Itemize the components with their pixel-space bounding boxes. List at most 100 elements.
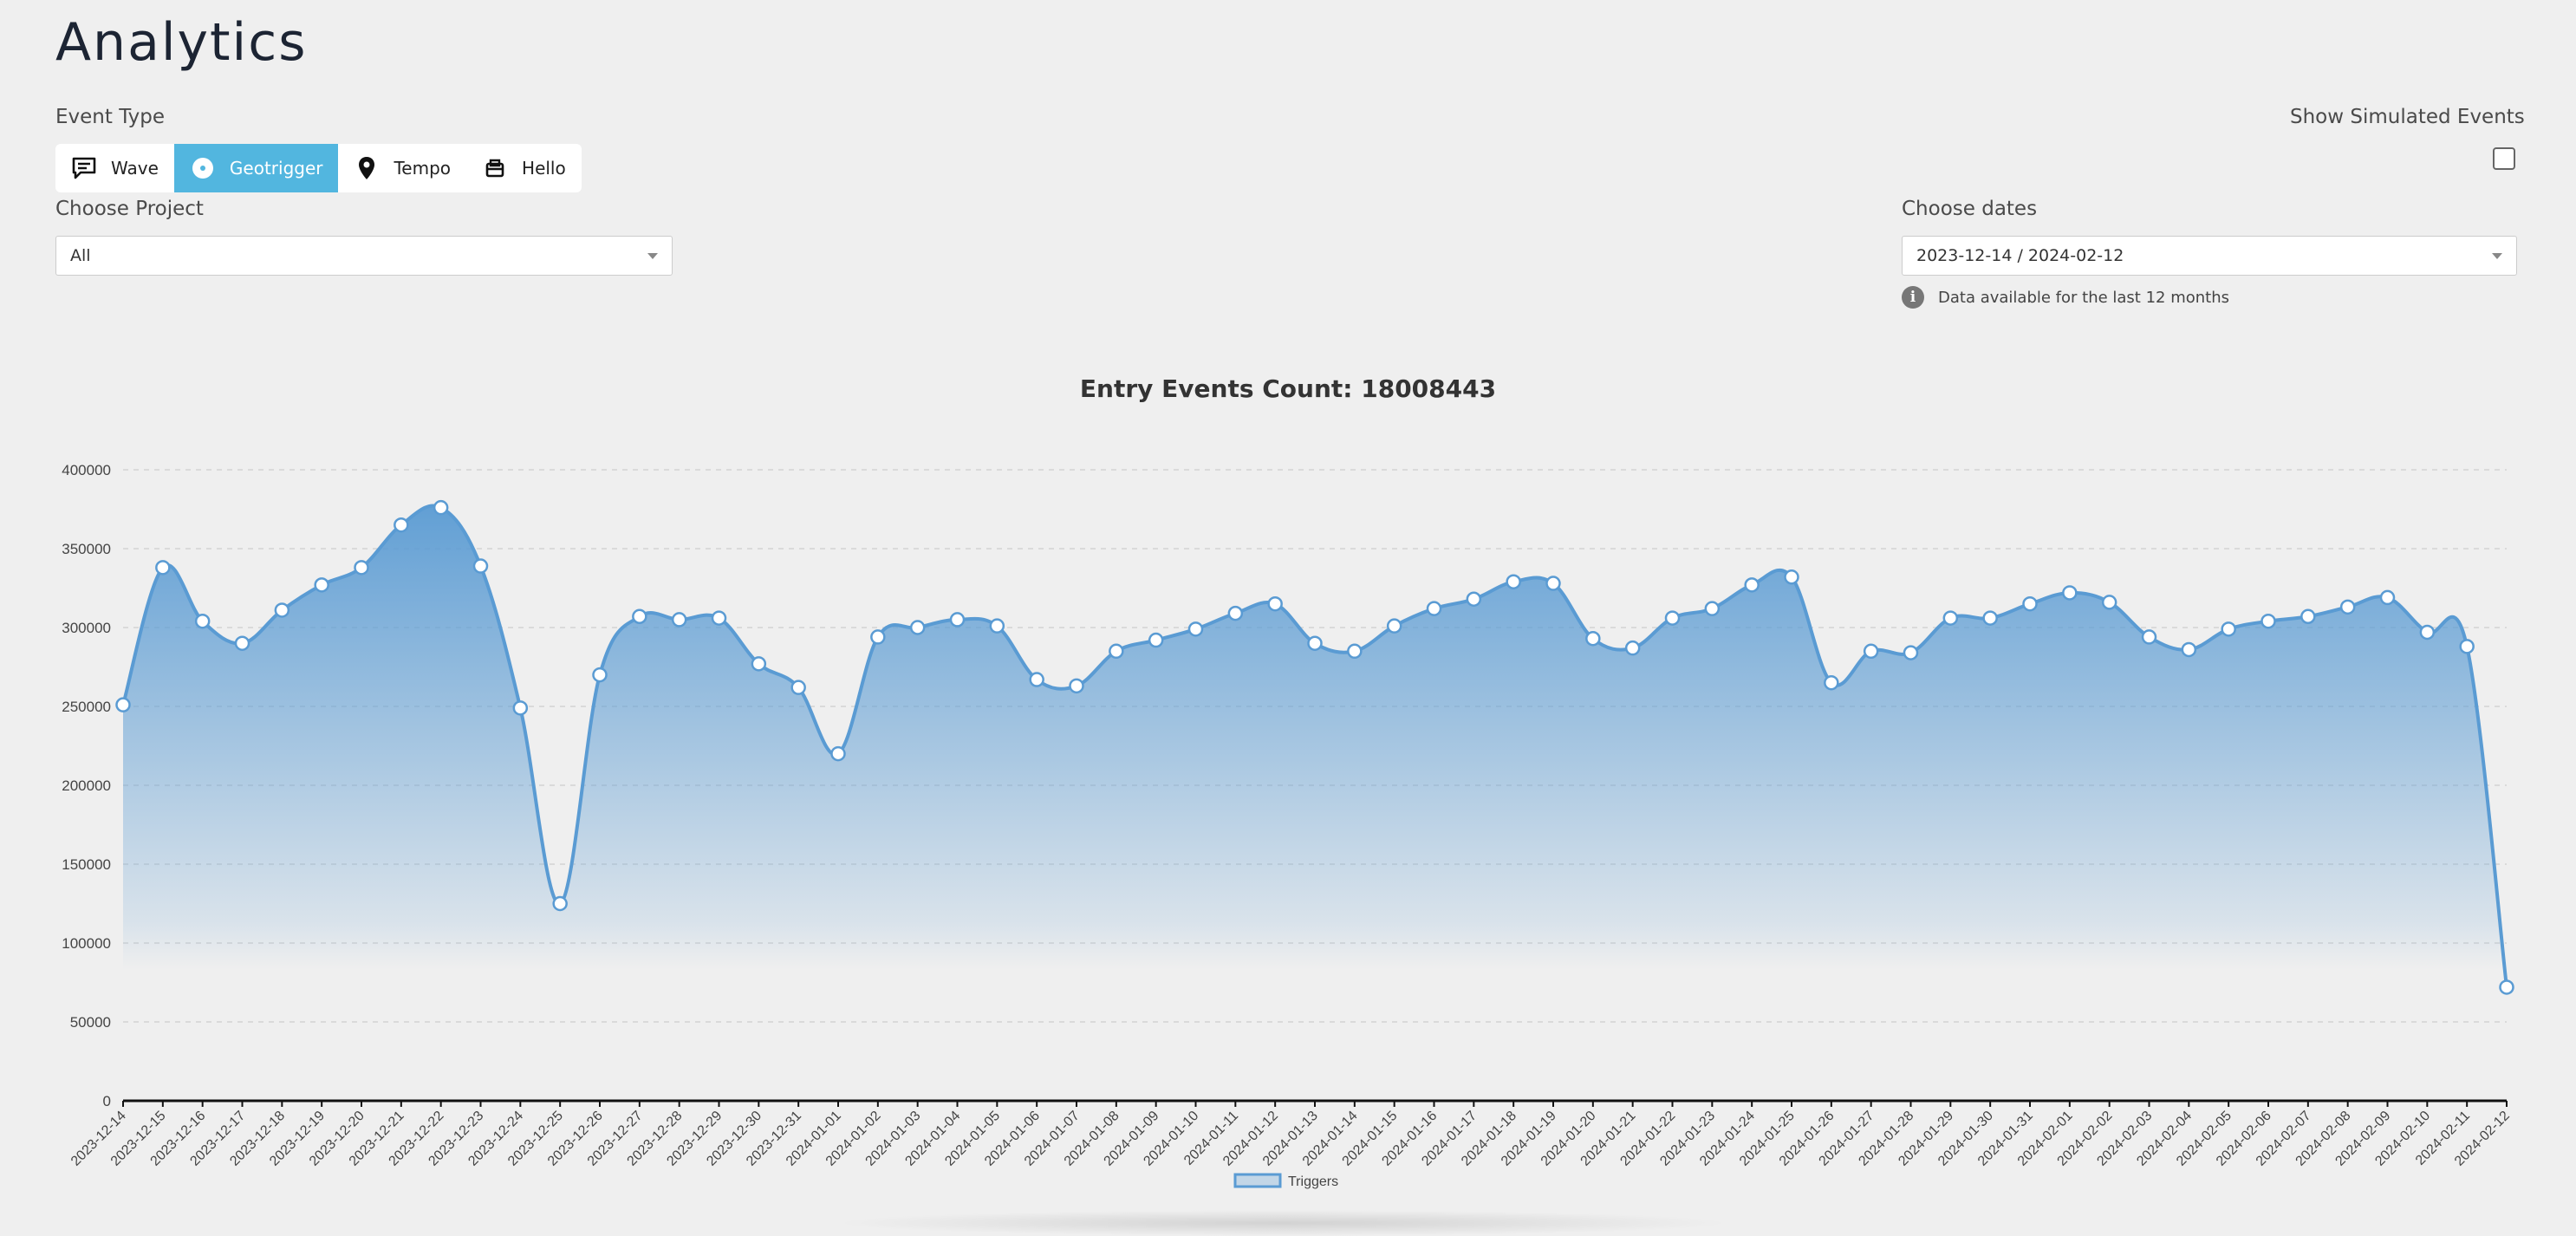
data-point xyxy=(552,895,568,912)
chevron-down-icon xyxy=(647,252,658,259)
event-option-label: Hello xyxy=(522,158,566,179)
choose-dates-label: Choose dates xyxy=(1902,198,2038,220)
data-point xyxy=(433,499,449,516)
data-point xyxy=(1863,643,1879,660)
data-point xyxy=(1704,601,1721,616)
project-select-value: All xyxy=(70,246,91,265)
footer-shadow xyxy=(832,1210,1734,1236)
data-point xyxy=(671,612,687,628)
y-tick-label: 50000 xyxy=(70,1014,111,1031)
data-point xyxy=(1109,643,1124,660)
event-option-tempo[interactable]: Tempo xyxy=(338,144,466,192)
event-type-toggle: Wave Geotrigger Tempo Hello xyxy=(55,144,582,192)
data-point xyxy=(830,745,846,762)
date-range-select[interactable]: 2023-12-14 / 2024-02-12 xyxy=(1902,236,2517,276)
y-tick-label: 100000 xyxy=(62,935,111,952)
data-point xyxy=(909,620,926,635)
data-point xyxy=(1227,605,1244,621)
inbox-icon xyxy=(482,155,508,181)
data-point xyxy=(2261,613,2276,629)
data-point xyxy=(2022,595,2038,612)
event-option-geotrigger[interactable]: Geotrigger xyxy=(173,144,339,192)
y-tick-label: 200000 xyxy=(62,777,111,794)
data-point xyxy=(1545,576,1561,591)
show-simulated-label: Show Simulated Events xyxy=(2290,106,2525,128)
legend-label: Triggers xyxy=(1288,1174,1338,1189)
show-simulated-checkbox[interactable] xyxy=(2493,147,2515,170)
data-point xyxy=(2141,629,2157,645)
data-point xyxy=(1942,610,1959,626)
data-point xyxy=(2300,608,2316,625)
data-point xyxy=(274,602,290,618)
data-point xyxy=(632,608,647,625)
data-point xyxy=(711,610,727,626)
y-tick-label: 0 xyxy=(103,1093,111,1109)
data-point xyxy=(989,618,1005,634)
data-point xyxy=(1069,678,1084,694)
y-tick-label: 150000 xyxy=(62,856,111,873)
info-icon: i xyxy=(1902,286,1924,309)
legend-swatch xyxy=(1233,1173,1282,1188)
data-point xyxy=(1029,672,1044,687)
event-option-label: Tempo xyxy=(394,158,452,179)
data-point xyxy=(2181,641,2197,658)
data-point xyxy=(354,560,369,576)
data-point xyxy=(1386,618,1402,634)
y-tick-label: 350000 xyxy=(62,541,111,557)
data-point xyxy=(1824,674,1839,691)
date-range-value: 2023-12-14 / 2024-02-12 xyxy=(1916,246,2124,265)
data-point xyxy=(2459,639,2475,654)
chevron-down-icon xyxy=(2492,252,2502,259)
data-point xyxy=(790,680,806,695)
data-point xyxy=(2062,585,2078,601)
choose-project-label: Choose Project xyxy=(55,198,204,220)
map-pin-icon xyxy=(354,155,380,181)
data-point xyxy=(115,697,131,712)
y-tick-label: 400000 xyxy=(62,462,111,478)
data-point xyxy=(592,667,608,683)
data-point xyxy=(1784,569,1799,585)
data-point xyxy=(1347,643,1363,660)
data-point xyxy=(194,613,211,629)
event-option-label: Geotrigger xyxy=(229,158,323,179)
data-point xyxy=(1506,574,1521,589)
data-point xyxy=(2379,589,2396,606)
data-point xyxy=(1307,635,1323,651)
data-point xyxy=(512,700,529,716)
chat-bubble-icon xyxy=(71,155,97,181)
data-point xyxy=(1267,595,1283,612)
data-point xyxy=(155,560,171,576)
data-point xyxy=(2419,624,2436,641)
event-type-label: Event Type xyxy=(55,106,166,128)
data-point xyxy=(1903,645,1919,660)
data-point xyxy=(1187,621,1204,637)
series-area-triggers xyxy=(123,505,2507,1101)
data-point xyxy=(2101,595,2117,610)
page-title: Analytics xyxy=(55,12,308,73)
project-select[interactable]: All xyxy=(55,236,673,276)
y-tick-label: 250000 xyxy=(62,699,111,715)
data-point xyxy=(2339,599,2356,615)
date-info: i Data available for the last 12 months xyxy=(1902,286,2229,309)
data-point xyxy=(949,612,966,628)
data-point xyxy=(1466,591,1482,607)
data-point xyxy=(751,656,767,672)
data-point xyxy=(1624,640,1641,656)
data-point xyxy=(234,635,250,651)
data-point xyxy=(1426,601,1442,616)
data-point xyxy=(1664,610,1681,626)
event-option-wave[interactable]: Wave xyxy=(55,144,174,192)
data-point xyxy=(314,577,329,593)
data-point xyxy=(472,558,489,574)
data-point xyxy=(1982,610,1998,626)
event-option-hello[interactable]: Hello xyxy=(466,144,582,192)
y-tick-label: 300000 xyxy=(62,620,111,636)
data-point xyxy=(394,517,409,533)
data-point xyxy=(1585,630,1601,647)
data-point xyxy=(1744,577,1760,593)
data-point xyxy=(1148,632,1164,648)
chart-title: Entry Events Count: 18008443 xyxy=(1079,374,1497,403)
event-option-label: Wave xyxy=(111,158,159,179)
data-point xyxy=(2221,621,2236,637)
